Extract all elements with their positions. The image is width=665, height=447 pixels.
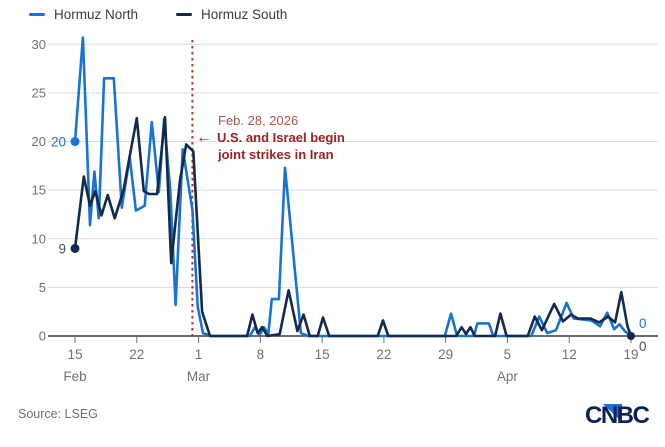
source-credit: Source: LSEG xyxy=(18,407,98,421)
end-dot xyxy=(627,332,635,340)
legend-swatch-south-icon xyxy=(176,12,193,17)
y-tick-label: 0 xyxy=(39,329,46,344)
y-tick-label: 5 xyxy=(39,280,46,295)
legend-item-hormuz-north: Hormuz North xyxy=(29,7,138,22)
end-value-label-south: 0 xyxy=(639,339,647,354)
start-value-label: 9 xyxy=(58,241,66,256)
annotation-line2: joint strikes in Iran xyxy=(218,147,334,162)
y-tick-label: 25 xyxy=(32,85,46,100)
event-annotation: Feb. 28, 2026 ← U.S. and Israel begin jo… xyxy=(196,112,345,163)
series-line-north xyxy=(73,36,633,338)
month-label: Mar xyxy=(187,369,211,384)
x-tick-label: 12 xyxy=(562,347,577,362)
x-tick-label: 22 xyxy=(376,347,391,362)
cnbc-peacock-icon xyxy=(603,404,622,422)
line-chart: 0 5 10 15 20 25 30 15 Feb 22 1 Mar 8 15 22 29 5 Apr 12 19 20… xyxy=(32,36,658,384)
start-value-label: 20 xyxy=(51,135,66,150)
y-tick-label: 30 xyxy=(32,37,46,52)
legend-label-north: Hormuz North xyxy=(54,7,139,22)
y-tick-label: 10 xyxy=(32,231,46,246)
x-tick-label: 15 xyxy=(315,347,330,362)
annotation-date: Feb. 28, 2026 xyxy=(218,113,299,128)
month-label: Apr xyxy=(497,369,519,384)
x-tick-label: 29 xyxy=(438,347,453,362)
x-tick-label: 5 xyxy=(504,347,512,362)
x-tick-label: 22 xyxy=(129,347,144,362)
x-tick-label: 1 xyxy=(195,347,203,362)
y-tick-label: 20 xyxy=(32,134,46,149)
annotation-line1: U.S. and Israel begin xyxy=(217,130,345,145)
cnbc-logo-text: CNBC xyxy=(585,402,649,429)
x-tick-label: 8 xyxy=(257,347,265,362)
x-tick-label: 19 xyxy=(623,347,638,362)
cnbc-logo: CNBC xyxy=(585,402,651,429)
start-dot-south xyxy=(70,243,80,253)
start-dot-north xyxy=(70,137,80,147)
legend-swatch-north-icon xyxy=(29,12,45,17)
end-value-label-north: 0 xyxy=(639,316,647,331)
series-line-south xyxy=(73,115,633,338)
chart-legend: Hormuz North Hormuz South xyxy=(29,7,287,22)
legend-label-south: Hormuz South xyxy=(201,7,288,22)
x-tick-label: 15 xyxy=(67,347,82,362)
left-arrow-icon: ← xyxy=(196,128,212,146)
legend-item-hormuz-south: Hormuz South xyxy=(176,7,287,22)
y-tick-label: 15 xyxy=(32,183,46,198)
month-label: Feb xyxy=(63,369,86,384)
